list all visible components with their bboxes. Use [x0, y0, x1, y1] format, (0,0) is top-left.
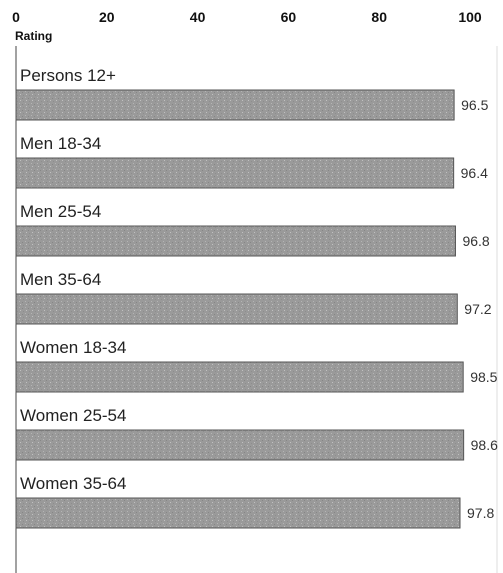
value-label: 97.2 [464, 301, 491, 317]
bar [15, 293, 458, 325]
value-label: 96.8 [462, 233, 489, 249]
x-tick-label: 100 [458, 9, 482, 25]
bar [15, 429, 465, 461]
x-tick-label: 0 [12, 9, 20, 25]
value-label: 98.5 [470, 369, 497, 385]
x-axis-label: Rating [15, 29, 52, 43]
bars-group: Persons 12+ 96.5 Men 18-34 96.4 Men 25-54 96.… [15, 66, 498, 529]
x-tick-label: 20 [99, 9, 115, 25]
bar [15, 89, 455, 121]
bar [15, 497, 461, 529]
bar [15, 225, 456, 257]
category-label: Persons 12+ [20, 66, 116, 85]
value-label: 96.4 [461, 165, 488, 181]
category-label: Women 25-54 [20, 406, 126, 425]
value-label: 97.8 [467, 505, 494, 521]
value-label: 96.5 [461, 97, 488, 113]
x-tick-label: 60 [281, 9, 297, 25]
category-label: Men 18-34 [20, 134, 101, 153]
bar [15, 157, 455, 189]
x-tick-label: 40 [190, 9, 206, 25]
value-label: 98.6 [471, 437, 498, 453]
category-label: Women 35-64 [20, 474, 126, 493]
category-label: Men 25-54 [20, 202, 101, 221]
category-label: Men 35-64 [20, 270, 101, 289]
x-tick-label: 80 [371, 9, 387, 25]
bar [15, 361, 464, 393]
x-axis-ticks: 0 20 40 60 80 100 [12, 9, 482, 25]
category-label: Women 18-34 [20, 338, 126, 357]
